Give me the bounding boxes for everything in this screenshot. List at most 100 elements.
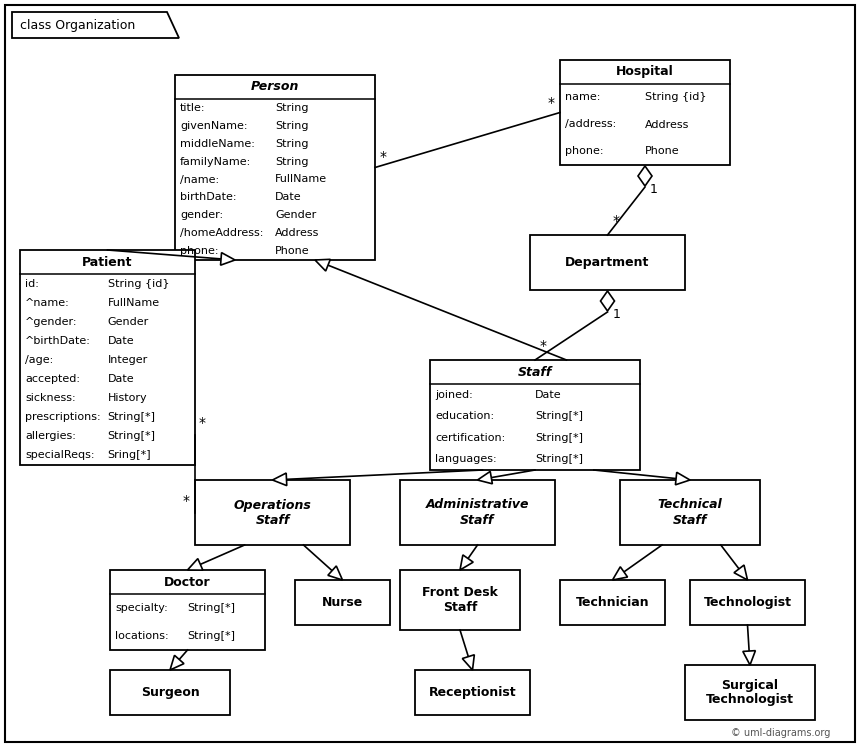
- Text: *: *: [612, 214, 619, 228]
- Text: Surgeon: Surgeon: [141, 686, 200, 699]
- Text: ^gender:: ^gender:: [25, 317, 77, 326]
- Bar: [690, 580, 805, 625]
- Bar: [20, 250, 195, 465]
- Text: phone:: phone:: [180, 246, 218, 256]
- Text: Administrative
Staff: Administrative Staff: [426, 498, 529, 527]
- Text: Date: Date: [535, 390, 562, 400]
- Text: String[*]: String[*]: [108, 431, 156, 441]
- Text: String[*]: String[*]: [108, 412, 156, 422]
- Polygon shape: [170, 655, 184, 670]
- Bar: [110, 670, 230, 715]
- Text: ^name:: ^name:: [25, 297, 70, 308]
- Text: *: *: [183, 494, 190, 507]
- Polygon shape: [460, 555, 473, 570]
- Text: name:: name:: [565, 93, 600, 102]
- Text: specialReqs:: specialReqs:: [25, 450, 95, 460]
- Text: Gender: Gender: [108, 317, 149, 326]
- Bar: [400, 570, 520, 630]
- Bar: [195, 480, 350, 545]
- Text: Sring[*]: Sring[*]: [108, 450, 151, 460]
- Text: Phone: Phone: [645, 146, 679, 157]
- Bar: [560, 580, 665, 625]
- Bar: [400, 480, 555, 545]
- Bar: [620, 480, 760, 545]
- Text: familyName:: familyName:: [180, 157, 251, 167]
- Text: allergies:: allergies:: [25, 431, 76, 441]
- Text: Surgical
Technologist: Surgical Technologist: [706, 678, 794, 707]
- Text: Integer: Integer: [108, 355, 148, 365]
- Text: certification:: certification:: [435, 433, 506, 443]
- Text: joined:: joined:: [435, 390, 473, 400]
- Text: sickness:: sickness:: [25, 393, 76, 403]
- Bar: [110, 570, 265, 650]
- Polygon shape: [463, 655, 475, 670]
- Text: String: String: [275, 139, 309, 149]
- Text: String: String: [275, 157, 309, 167]
- Text: Technician: Technician: [575, 596, 649, 609]
- Bar: [415, 670, 530, 715]
- Text: id:: id:: [25, 279, 39, 288]
- Text: Address: Address: [645, 120, 690, 129]
- Text: *: *: [540, 339, 547, 353]
- Text: String[*]: String[*]: [535, 412, 583, 421]
- Text: givenName:: givenName:: [180, 121, 248, 131]
- Text: String[*]: String[*]: [535, 454, 583, 464]
- Text: 1: 1: [650, 183, 658, 196]
- Text: languages:: languages:: [435, 454, 496, 464]
- Bar: [430, 360, 640, 470]
- Text: String {id}: String {id}: [108, 279, 169, 288]
- Polygon shape: [220, 252, 235, 265]
- Text: String: String: [275, 121, 309, 131]
- Text: gender:: gender:: [180, 210, 223, 220]
- Text: phone:: phone:: [565, 146, 604, 157]
- Polygon shape: [638, 166, 652, 186]
- Text: middleName:: middleName:: [180, 139, 255, 149]
- Polygon shape: [187, 559, 203, 570]
- Text: accepted:: accepted:: [25, 374, 80, 384]
- Text: © uml-diagrams.org: © uml-diagrams.org: [731, 728, 830, 738]
- Text: String[*]: String[*]: [535, 433, 583, 443]
- Text: Date: Date: [108, 336, 134, 346]
- Polygon shape: [477, 471, 493, 484]
- Text: Phone: Phone: [275, 246, 310, 256]
- Polygon shape: [675, 472, 690, 485]
- Text: locations:: locations:: [115, 631, 169, 641]
- Polygon shape: [743, 651, 755, 665]
- Text: Address: Address: [275, 228, 319, 238]
- Text: 1: 1: [612, 308, 620, 321]
- Text: Patient: Patient: [83, 255, 132, 268]
- Polygon shape: [734, 565, 747, 580]
- Polygon shape: [273, 473, 286, 486]
- Text: Nurse: Nurse: [322, 596, 363, 609]
- Polygon shape: [315, 259, 330, 271]
- Text: title:: title:: [180, 103, 206, 113]
- Text: String[*]: String[*]: [187, 603, 236, 613]
- Bar: [685, 665, 815, 720]
- Text: prescriptions:: prescriptions:: [25, 412, 101, 422]
- Text: FullName: FullName: [275, 175, 327, 185]
- Text: /age:: /age:: [25, 355, 53, 365]
- Text: String: String: [275, 103, 309, 113]
- Text: /homeAddress:: /homeAddress:: [180, 228, 263, 238]
- Text: Staff: Staff: [518, 365, 552, 379]
- Text: Front Desk
Staff: Front Desk Staff: [422, 586, 498, 614]
- Text: Doctor: Doctor: [164, 575, 211, 589]
- Text: *: *: [548, 96, 555, 110]
- Text: Date: Date: [108, 374, 134, 384]
- Polygon shape: [328, 566, 342, 580]
- Text: /name:: /name:: [180, 175, 219, 185]
- Text: Operations
Staff: Operations Staff: [234, 498, 311, 527]
- Bar: [175, 75, 375, 260]
- Polygon shape: [600, 291, 615, 311]
- Text: specialty:: specialty:: [115, 603, 168, 613]
- Text: /address:: /address:: [565, 120, 617, 129]
- Text: Technical
Staff: Technical Staff: [658, 498, 722, 527]
- Text: *: *: [380, 150, 387, 164]
- Text: *: *: [199, 416, 206, 430]
- Text: Date: Date: [275, 193, 302, 202]
- Text: birthDate:: birthDate:: [180, 193, 236, 202]
- Bar: [560, 60, 730, 165]
- Polygon shape: [12, 12, 179, 38]
- Text: Gender: Gender: [275, 210, 316, 220]
- Text: class Organization: class Organization: [20, 19, 135, 31]
